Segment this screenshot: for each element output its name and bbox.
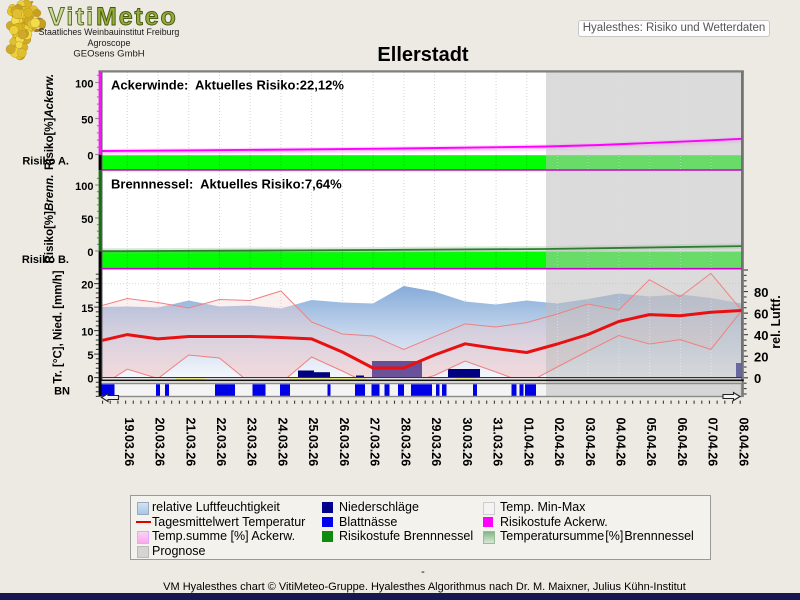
svg-text:07.04.26: 07.04.26 (706, 418, 720, 467)
svg-text:5: 5 (87, 350, 93, 362)
svg-text:Risiko[%]Ackerw.: Risiko[%]Ackerw. (44, 74, 56, 170)
svg-text:01.04.26: 01.04.26 (521, 418, 535, 467)
svg-text:21.03.26: 21.03.26 (183, 418, 197, 467)
svg-text:26.03.26: 26.03.26 (337, 418, 351, 467)
svg-text:25.03.26: 25.03.26 (306, 418, 320, 467)
svg-text:GEOsens GmbH: GEOsens GmbH (73, 49, 144, 60)
svg-text:0: 0 (87, 247, 93, 259)
svg-text:rel. Luftf.: rel. Luftf. (769, 295, 783, 348)
svg-text:0: 0 (87, 374, 93, 386)
svg-text:0: 0 (754, 371, 761, 386)
svg-text:100: 100 (75, 181, 93, 193)
svg-text:06.04.26: 06.04.26 (675, 418, 689, 467)
svg-text:02.04.26: 02.04.26 (552, 418, 566, 467)
svg-text:05.04.26: 05.04.26 (644, 418, 658, 467)
svg-text:15: 15 (81, 303, 93, 315)
svg-text:19.03.26: 19.03.26 (122, 418, 136, 467)
svg-text:Meteo: Meteo (96, 3, 178, 31)
svg-text:03.04.26: 03.04.26 (583, 418, 597, 467)
svg-text:22.03.26: 22.03.26 (214, 418, 228, 467)
svg-text:04.04.26: 04.04.26 (613, 418, 627, 467)
svg-text:10: 10 (81, 327, 93, 339)
svg-text:Staatliches Weinbauinstitut Fr: Staatliches Weinbauinstitut Freiburg (39, 27, 180, 37)
svg-text:Risiko[%]Brenn.: Risiko[%]Brenn. (44, 175, 56, 264)
svg-text:20.03.26: 20.03.26 (153, 418, 167, 467)
svg-text:Brennnessel: Aktuelles Risiko: Brennnessel: Aktuelles Risiko:7,64% (111, 177, 342, 192)
svg-text:60: 60 (754, 307, 768, 322)
svg-text:Risiko A.: Risiko A. (22, 156, 69, 168)
svg-text:100: 100 (75, 79, 93, 91)
svg-text:28.03.26: 28.03.26 (398, 418, 412, 467)
svg-text:Agroscope: Agroscope (87, 38, 130, 48)
svg-text:31.03.26: 31.03.26 (491, 418, 505, 467)
svg-text:20: 20 (754, 350, 768, 365)
svg-text:Risiko B.: Risiko B. (22, 254, 69, 266)
svg-text:0: 0 (87, 151, 93, 163)
svg-text:40: 40 (754, 328, 768, 343)
svg-text:50: 50 (81, 115, 93, 127)
svg-text:30.03.26: 30.03.26 (460, 418, 474, 467)
svg-text:80: 80 (754, 285, 768, 300)
svg-text:BN: BN (54, 385, 70, 397)
svg-text:Ackerwinde: Aktuelles Risiko:: Ackerwinde: Aktuelles Risiko:22,12% (111, 78, 344, 93)
svg-text:50: 50 (81, 214, 93, 226)
svg-text:08.04.26: 08.04.26 (736, 418, 750, 467)
svg-text:Tr. [°C], Nied. [mm/h]: Tr. [°C], Nied. [mm/h] (53, 270, 65, 383)
svg-text:20: 20 (81, 280, 93, 292)
svg-text:23.03.26: 23.03.26 (245, 418, 259, 467)
svg-text:Viti: Viti (48, 3, 95, 31)
svg-text:27.03.26: 27.03.26 (368, 418, 382, 467)
svg-text:24.03.26: 24.03.26 (275, 418, 289, 467)
svg-text:29.03.26: 29.03.26 (429, 418, 443, 467)
